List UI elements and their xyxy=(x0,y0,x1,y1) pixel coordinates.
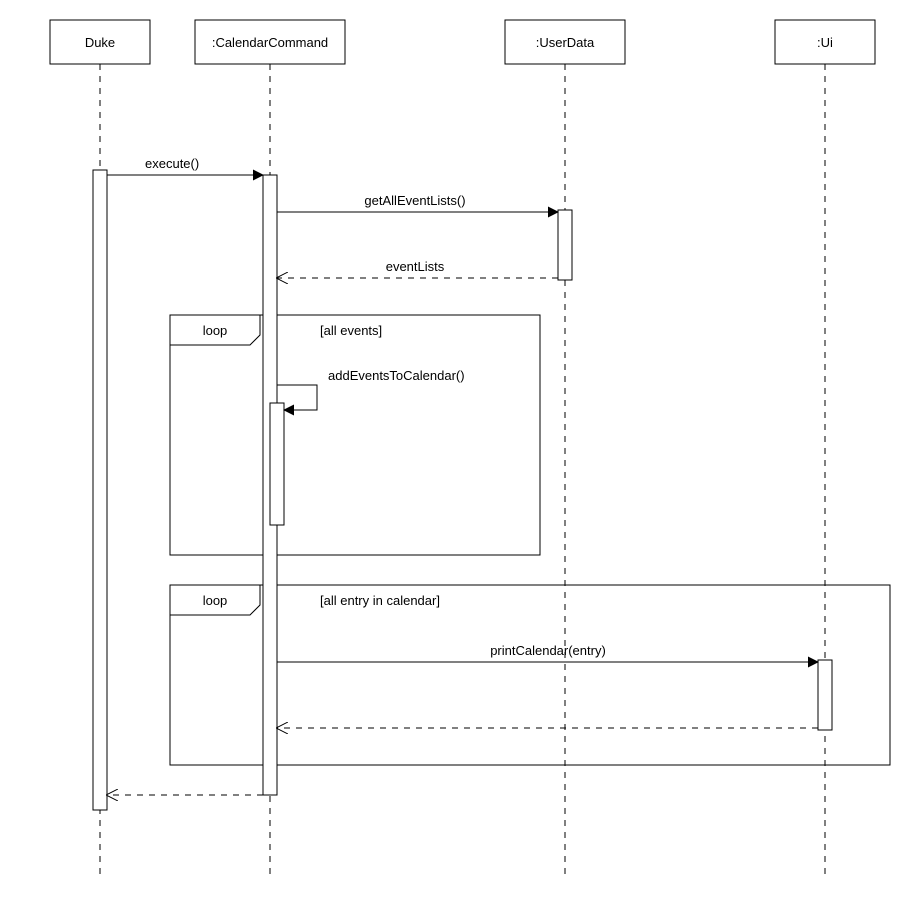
fragment-label: loop xyxy=(203,593,228,608)
lifeline-label-cmd: :CalendarCommand xyxy=(212,35,328,50)
message-label: eventLists xyxy=(386,259,445,274)
fragment-guard: [all entry in calendar] xyxy=(320,593,440,608)
activation-ui-4 xyxy=(818,660,832,730)
message-3: addEventsToCalendar() xyxy=(277,368,465,410)
message-0: execute() xyxy=(107,156,263,175)
message-label: getAllEventLists() xyxy=(364,193,465,208)
message-label: printCalendar(entry) xyxy=(490,643,606,658)
fragment-guard: [all events] xyxy=(320,323,382,338)
lifeline-label-duke: Duke xyxy=(85,35,115,50)
message-label: execute() xyxy=(145,156,199,171)
fragment-label: loop xyxy=(203,323,228,338)
message-2: eventLists xyxy=(277,259,558,278)
activation-duke-0 xyxy=(93,170,107,810)
activation-cmd-3 xyxy=(270,403,284,525)
lifeline-label-ud: :UserData xyxy=(536,35,595,50)
fragment-1: loop [all entry in calendar] xyxy=(170,585,890,765)
message-1: getAllEventLists() xyxy=(277,193,558,212)
lifeline-label-ui: :Ui xyxy=(817,35,833,50)
sequence-diagram: loop [all events] loop [all entry in calend… xyxy=(0,0,915,897)
fragment-0: loop [all events] xyxy=(170,315,540,555)
activation-ud-2 xyxy=(558,210,572,280)
message-4: printCalendar(entry) xyxy=(277,643,818,662)
message-label: addEventsToCalendar() xyxy=(328,368,465,383)
